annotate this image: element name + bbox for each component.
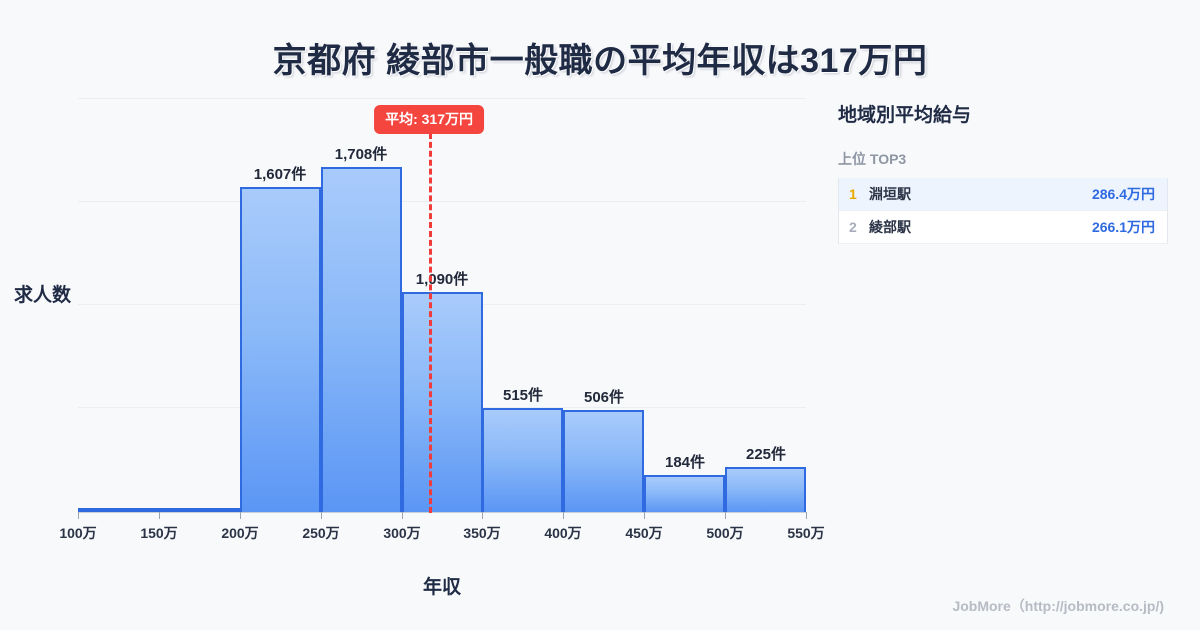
x-axis-tick-label: 200万 <box>221 525 259 541</box>
average-line <box>429 133 433 513</box>
x-axis-tick <box>240 512 241 519</box>
bar <box>563 410 644 512</box>
bar-value-label: 506件 <box>583 389 625 406</box>
bar <box>644 475 725 512</box>
x-axis-tick <box>402 512 403 519</box>
ranking-station-name: 綾部駅 <box>869 219 911 235</box>
bar <box>78 508 159 512</box>
ranking-row[interactable]: 2 綾部駅 266.1万円 <box>839 211 1167 244</box>
bar-value-label: 515件 <box>502 387 544 404</box>
x-axis-tick <box>725 512 726 519</box>
x-axis-tick <box>563 512 564 519</box>
bar-value-label: 1,090件 <box>415 271 469 288</box>
bar-value-label: 1,607件 <box>253 166 307 183</box>
gridline <box>78 98 806 99</box>
x-axis-tick-label: 450万 <box>625 525 663 541</box>
ranking-salary-value: 266.1万円 <box>1091 219 1155 235</box>
bar <box>482 408 563 512</box>
footer-credit: JobMore（http://jobmore.co.jp/) <box>952 598 1164 614</box>
x-axis-tick-label: 100万 <box>59 525 97 541</box>
bar-value-label: 184件 <box>664 454 706 471</box>
y-axis-title: 求人数 <box>14 285 72 306</box>
average-badge: 平均: 317万円 <box>374 105 485 134</box>
x-axis-tick <box>806 512 807 519</box>
ranking-row[interactable]: 1 淵垣駅 286.4万円 <box>839 178 1167 211</box>
x-axis-tick-label: 350万 <box>463 525 501 541</box>
gridline <box>78 201 806 202</box>
bar-value-label: 225件 <box>745 446 787 463</box>
ranking-table: 1 淵垣駅 286.4万円 2 綾部駅 266.1万円 <box>838 178 1168 244</box>
x-axis-line <box>78 512 806 513</box>
chart-bars: 1,607件 1,708件 1,090件 515件 506件 184件 225件 <box>78 98 806 512</box>
x-axis-tick <box>159 512 160 519</box>
bar <box>159 508 240 512</box>
bar <box>402 292 483 512</box>
x-axis-tick <box>321 512 322 519</box>
region-salary-panel: 地域別平均給与 上位 TOP3 1 淵垣駅 286.4万円 2 綾部駅 266.1万円 <box>838 100 1168 244</box>
x-axis-tick <box>482 512 483 519</box>
x-axis-tick-label: 550万 <box>787 525 825 541</box>
bar <box>321 167 402 512</box>
bar <box>240 187 321 512</box>
x-axis-tick-label: 300万 <box>383 525 421 541</box>
x-axis-tick-label: 400万 <box>544 525 582 541</box>
x-axis-tick <box>78 512 79 519</box>
ranking-salary-value: 286.4万円 <box>1091 186 1155 202</box>
ranking-position: 1 <box>849 186 857 202</box>
chart-plot-area: 1,607件 1,708件 1,090件 515件 506件 184件 225件 100万 1… <box>14 98 825 598</box>
sidebar-subtitle: 上位 TOP3 <box>838 151 907 167</box>
bar <box>725 467 806 512</box>
sidebar-title: 地域別平均給与 <box>838 105 972 126</box>
x-axis-title: 年収 <box>422 577 461 598</box>
x-axis-tick <box>644 512 645 519</box>
bar-value-label: 1,708件 <box>334 146 388 163</box>
page-title: 京都府 綾部市一般職の平均年収は317万円 <box>272 42 928 80</box>
x-axis-tick-label: 500万 <box>706 525 744 541</box>
x-axis-tick-label: 250万 <box>302 525 340 541</box>
ranking-position: 2 <box>849 219 857 235</box>
x-axis-tick-label: 150万 <box>140 525 178 541</box>
ranking-station-name: 淵垣駅 <box>869 186 911 202</box>
